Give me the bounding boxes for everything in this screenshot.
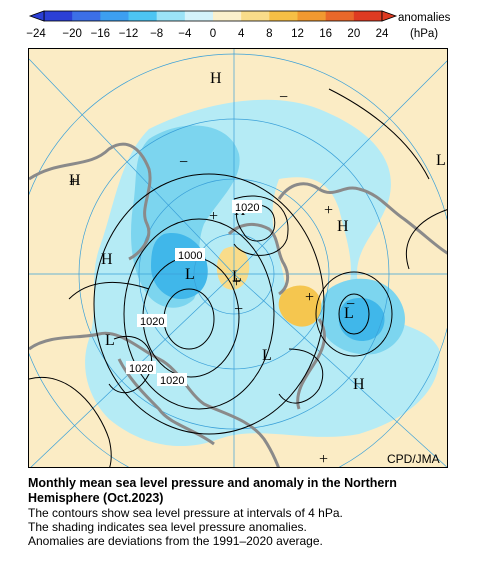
colorbar-tick-label: −16: [91, 28, 111, 40]
caption-line3: Anomalies are deviations from the 1991–2…: [28, 534, 323, 548]
low-marker: L: [185, 266, 195, 283]
colorbar-tick-label: 16: [319, 28, 332, 40]
colorbar-tick-label: 12: [291, 28, 304, 40]
positive-anomaly-region-east: [272, 177, 351, 318]
low-marker: L: [105, 332, 115, 349]
colorbar-tick-label: −20: [62, 28, 82, 40]
contour-label: 1020: [140, 316, 164, 328]
colorbar-ticks: −24 −20 −16 −12 −8 −4 0 4 8 12 16 20 24: [26, 28, 389, 40]
anomaly-colorbar: −24 −20 −16 −12 −8 −4 0 4 8 12 16 20 24 anomalies (h…: [26, 10, 451, 40]
colorbar-cell: [325, 11, 355, 21]
plus-marker: +: [69, 174, 78, 191]
contour-labels: 1000 1020 1020 1020 1020: [126, 200, 262, 387]
plus-marker: +: [319, 451, 328, 468]
colorbar-right-arrow: [381, 10, 398, 22]
credit-label: CPD/JMA: [387, 452, 440, 466]
colorbar-tick-label: 8: [266, 28, 272, 40]
colorbar-cell: [213, 11, 242, 21]
colorbar-cells: [43, 10, 383, 22]
contour-label: 1020: [129, 363, 153, 375]
high-marker: H: [101, 251, 113, 268]
negative-anomaly-region-strong-east: [338, 297, 385, 341]
colorbar-cell: [184, 11, 214, 21]
colorbar-cell: [72, 11, 101, 21]
caption-title-line2: Hemisphere (Oct.2023): [28, 491, 164, 505]
colorbar-cell: [156, 11, 186, 21]
caption-line2: The shading indicates sea level pressure…: [28, 520, 307, 534]
caption-line1: The contours show sea level pressure at …: [28, 506, 343, 520]
low-marker: L: [436, 152, 446, 169]
colorbar-label-line1: anomalies: [398, 12, 451, 24]
low-marker: L: [344, 305, 354, 322]
polar-map: H H H H H H L L L L L L + + + + + + − −: [28, 48, 448, 468]
contour-label: 1000: [178, 250, 202, 262]
colorbar-cell: [297, 11, 327, 21]
caption-title-line1: Monthly mean sea level pressure and anom…: [28, 476, 397, 490]
high-marker: H: [210, 70, 222, 87]
colorbar-cell: [353, 11, 383, 21]
colorbar-tick-label: −4: [178, 28, 192, 40]
plus-marker: +: [232, 274, 241, 291]
colorbar-tick-label: 24: [376, 28, 389, 40]
colorbar-cell: [128, 11, 158, 21]
lat-lon-grid: [29, 49, 447, 467]
colorbar-cell: [269, 11, 298, 21]
colorbar-cell: [100, 11, 129, 21]
plus-marker: +: [209, 208, 218, 225]
colorbar-tick-label: −24: [26, 28, 46, 40]
minus-marker: −: [279, 89, 288, 106]
plus-marker: +: [305, 289, 314, 306]
high-marker: H: [337, 218, 349, 235]
figure-caption: Monthly mean sea level pressure and anom…: [28, 476, 476, 548]
positive-anomaly-region-center: [216, 246, 250, 290]
minus-marker: −: [179, 154, 188, 171]
colorbar-label-line2: (hPa): [410, 28, 438, 40]
colorbar-tick-label: 0: [210, 28, 216, 40]
low-marker: L: [232, 268, 242, 285]
colorbar-tick-label: −8: [150, 28, 163, 40]
colorbar-cell: [44, 11, 73, 21]
positive-anomaly-region-strong: [278, 285, 322, 327]
colorbar-cell: [241, 11, 270, 21]
colorbar-tick-label: 20: [347, 28, 360, 40]
contour-label: 1020: [160, 375, 184, 387]
colorbar-tick-label: −12: [119, 28, 139, 40]
minus-marker: −: [234, 301, 243, 318]
contour-label: 1020: [235, 202, 259, 214]
colorbar-left-arrow: [28, 10, 45, 22]
high-marker: H: [69, 172, 81, 189]
polar-map-svg: H H H H H H L L L L L L + + + + + + − −: [29, 49, 447, 468]
high-marker: H: [353, 376, 365, 393]
low-marker: L: [262, 347, 272, 364]
colorbar-tick-label: 4: [238, 28, 245, 40]
plus-marker: +: [324, 202, 333, 219]
minus-marker: −: [346, 296, 355, 313]
